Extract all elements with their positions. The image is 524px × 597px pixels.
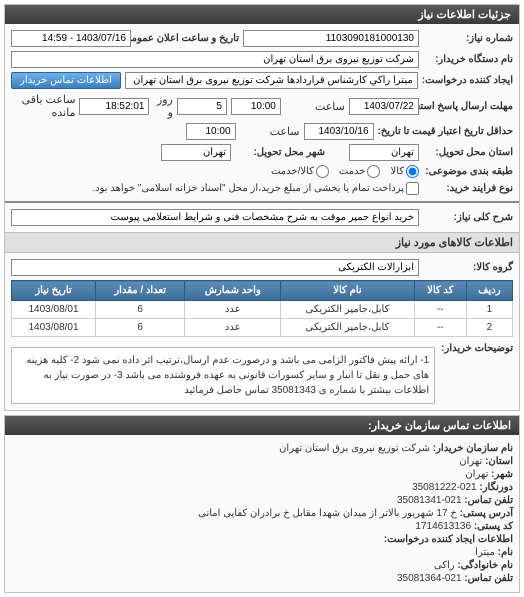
days-input[interactable] (177, 98, 227, 115)
radio-both[interactable]: کالا/خدمت (271, 165, 329, 178)
addr-label: آدرس پستی: (460, 508, 513, 519)
datetime-input[interactable] (11, 30, 131, 47)
creator-section-label: اطلاعات ایجاد کننده درخواست: (384, 534, 513, 545)
table-row[interactable]: 1 -- کابل،جامپر الکتریکی عدد 6 1403/08/0… (12, 301, 513, 319)
tel2-label: تلفن تماس: (464, 573, 513, 584)
contact-panel: اطلاعات تماس سازمان خریدار: نام سازمان خ… (4, 415, 520, 593)
radio-service[interactable]: خدمت (339, 165, 381, 178)
province-label: استان محل تحویل: (423, 147, 513, 158)
deadline-label: مهلت ارسال پاسخ استعلام: (423, 101, 513, 112)
name-value: میترا (475, 547, 495, 558)
creator-label: ایجاد کننده درخواست: (422, 75, 513, 86)
need-type-checkbox-input[interactable] (406, 182, 419, 195)
time-label-1: ساعت (285, 100, 345, 113)
phone-value: 021-35081341 (397, 495, 462, 506)
buyer-notes-box: 1- ارائه پیش فاکتور الزامی می باشد و درص… (11, 347, 435, 404)
time-label-2: ساعت (240, 125, 300, 138)
city2-label: شهر: (491, 469, 513, 480)
validity-label: حداقل تاریخ اعتبار قیمت تا تاریخ: (378, 126, 513, 137)
remain-label: ساعت باقی مانده (11, 93, 75, 119)
prov-label: استان: (485, 456, 513, 467)
city-label: شهر محل تحویل: (235, 147, 325, 158)
validity-date-input[interactable] (304, 123, 374, 140)
device-input[interactable] (11, 51, 419, 68)
city2-value: تهران (465, 469, 488, 480)
phone-label: تلفن تماس: (464, 495, 513, 506)
remain-time-input[interactable] (79, 98, 149, 115)
creator-input[interactable] (125, 72, 418, 89)
need-type-checkbox[interactable]: پرداخت تمام یا بخشی از مبلغ خرید،از محل … (92, 182, 419, 195)
radio-goods-input[interactable] (406, 165, 419, 178)
col-code: کد کالا (414, 281, 466, 301)
family-value: راکی (434, 560, 455, 571)
fax-value: 021-35081222 (412, 482, 477, 493)
device-label: نام دستگاه خریدار: (423, 54, 513, 65)
family-label: نام خانوادگی: (457, 560, 513, 571)
addr-value: خ 17 شهریور بالاتر از میدان شهدا مقابل خ… (198, 508, 457, 519)
subject-type-label: طبقه بندی موضوعی: (423, 166, 513, 177)
col-date: تاریخ نیاز (12, 281, 96, 301)
city-input[interactable] (161, 144, 231, 161)
panel3-header: اطلاعات تماس سازمان خریدار: (5, 416, 519, 435)
col-qty: تعداد / مقدار (96, 281, 185, 301)
org-value: شرکت توزیع نیروی برق استان تهران (279, 443, 430, 454)
general-key-input[interactable] (11, 209, 419, 226)
deadline-date-input[interactable] (349, 98, 419, 115)
deadline-time-input[interactable] (231, 98, 281, 115)
buyer-notes-label: توضیحات خریدار: (441, 343, 513, 404)
datetime-label: تاریخ و ساعت اعلان عمومی: (135, 33, 239, 44)
radio-both-input[interactable] (316, 165, 329, 178)
col-unit: واحد شمارش (185, 281, 281, 301)
general-key-label: شرح کلی نیاز: (423, 212, 513, 223)
zip-value: 1714613136 (415, 521, 471, 532)
col-name: نام کالا (281, 281, 415, 301)
need-details-panel: جزئیات اطلاعات نیاز شماره نیاز: تاریخ و … (4, 4, 520, 411)
table-row[interactable]: 2 -- کابل،جامپر الکتریکی عدد 6 1403/08/0… (12, 319, 513, 337)
items-section-title: اطلاعات کالاهای مورد نیاز (5, 232, 519, 253)
days-label: روز و (153, 93, 172, 119)
items-table: ردیف کد کالا نام کالا واحد شمارش تعداد /… (11, 280, 513, 337)
tel2-value: 021-35081364 (397, 573, 462, 584)
zip-label: کد پستی: (474, 521, 513, 532)
need-number-input[interactable] (243, 30, 419, 47)
panel1-header: جزئیات اطلاعات نیاز (5, 5, 519, 24)
name-label: نام: (498, 547, 513, 558)
group-label: گروه کالا: (423, 262, 513, 273)
col-row: ردیف (466, 281, 512, 301)
group-input[interactable] (11, 259, 419, 276)
need-type-label: نوع فرایند خرید: (423, 183, 513, 194)
validity-time-input[interactable] (186, 123, 236, 140)
fax-label: دورنگار: (479, 482, 513, 493)
radio-goods[interactable]: کالا (390, 165, 419, 178)
radio-service-input[interactable] (367, 165, 380, 178)
need-number-label: شماره نیاز: (423, 33, 513, 44)
contact-buyer-button[interactable]: اطلاعات تماس خریدار (11, 72, 121, 89)
province-input[interactable] (349, 144, 419, 161)
prov-value: تهران (459, 456, 482, 467)
org-label: نام سازمان خریدار: (433, 443, 513, 454)
